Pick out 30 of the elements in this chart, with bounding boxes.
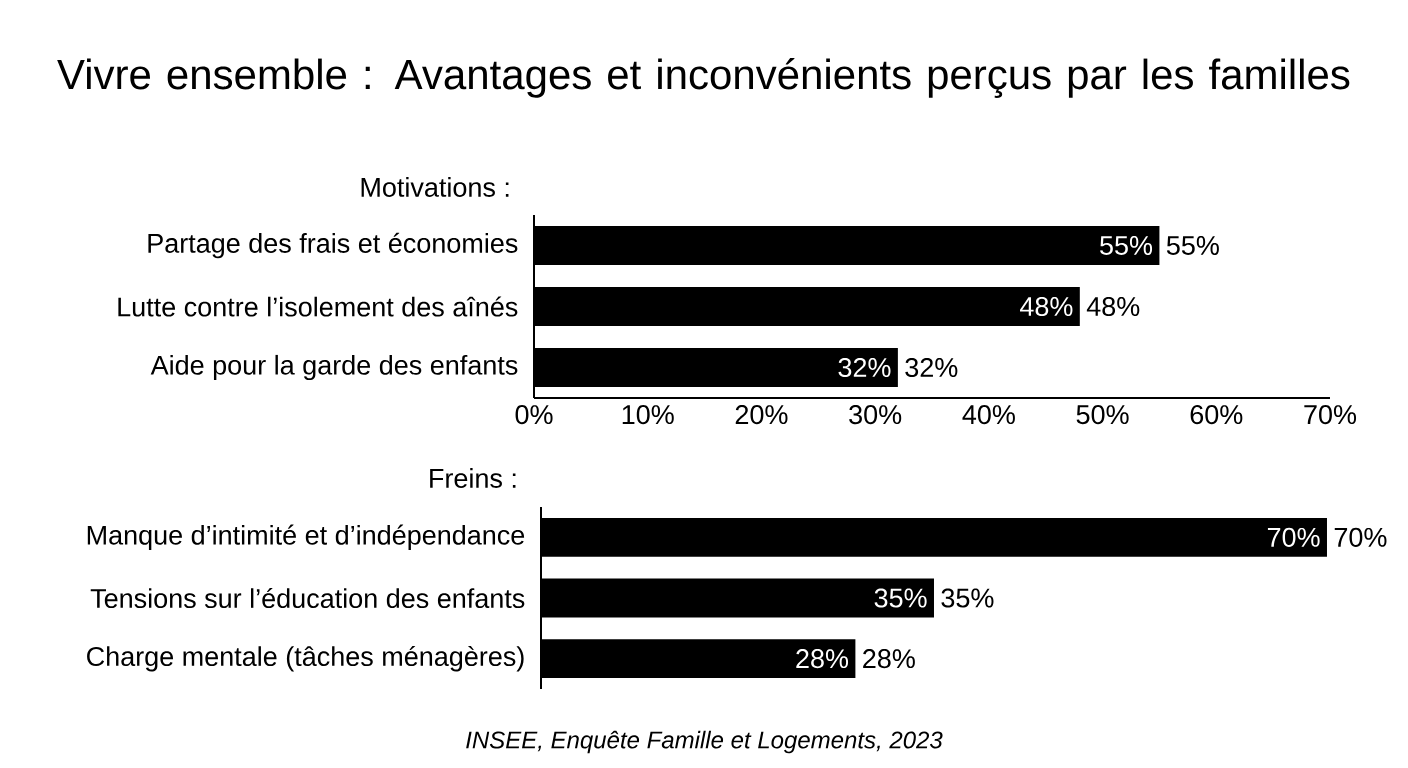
data-label: 48% <box>1020 296 1073 317</box>
x-tick-label: 10% <box>622 405 674 425</box>
chart-subtitle: Motivations : <box>361 177 509 197</box>
x-tick-label: 50% <box>1076 405 1129 425</box>
data-label: 28% <box>796 649 849 669</box>
data-label: 70% <box>1267 527 1320 547</box>
text: 28% <box>863 649 915 669</box>
text: 55% <box>1166 236 1219 255</box>
x-tick-label: 70% <box>1304 405 1357 425</box>
y-tick-label: Lutte contre l’isolement des aînés <box>118 296 518 317</box>
x-tick-label: 60% <box>1190 405 1243 425</box>
x-tick-label: 0% <box>515 405 553 425</box>
text: 48% <box>1086 296 1140 317</box>
y-tick-label: Manque d’intimité et d’indépendance <box>87 524 525 551</box>
text: INSEE, Enquête Famille et Logements, 2023 <box>466 730 943 754</box>
data-label: 35% <box>874 588 927 608</box>
data-label: 55% <box>1100 236 1153 255</box>
y-tick-label: Tensions sur l’éducation des enfants <box>90 587 525 609</box>
chart-subtitle: Freins : <box>430 468 516 488</box>
x-tick-label: 20% <box>735 405 788 425</box>
chart-title: Vivre ensemble : Avantages et inconvénients perçus par les familles <box>57 58 1350 98</box>
text: 70% <box>1334 527 1387 547</box>
text: 35% <box>941 588 994 608</box>
data-label: 32% <box>838 357 891 378</box>
x-tick-label: 30% <box>849 405 902 425</box>
text: 32% <box>905 357 958 378</box>
y-tick-label: Aide pour la garde des enfants <box>150 354 518 381</box>
y-tick-label: Partage des frais et économies <box>148 232 518 259</box>
y-tick-label: Charge mentale (tâches ménagères) <box>87 645 524 672</box>
x-tick-label: 40% <box>962 405 1015 425</box>
